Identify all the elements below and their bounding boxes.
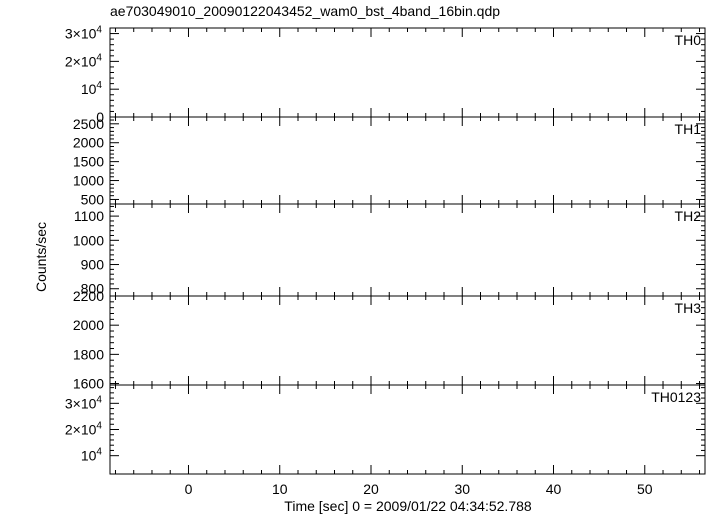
panel-frame bbox=[109, 116, 706, 205]
panel-frame bbox=[109, 27, 706, 118]
y-tick-label: 800 bbox=[81, 281, 105, 297]
panel-th0123: 104 2×104 3×104 TH0123 bbox=[65, 384, 706, 475]
panel-label-th0: TH0 bbox=[675, 32, 702, 48]
y-tick-label: 2000 bbox=[73, 135, 104, 151]
y-tick-label: 1000 bbox=[73, 173, 104, 189]
y-tick-label: 1100 bbox=[74, 208, 104, 224]
panel-frame bbox=[109, 203, 706, 297]
y-tick-label: 500 bbox=[81, 191, 105, 207]
y-tick-label: 104 bbox=[81, 447, 104, 464]
x-tick-label: 30 bbox=[454, 481, 470, 497]
x-tick-label: 40 bbox=[546, 481, 562, 497]
panel-th2: 800 900 1000 1100 TH2 bbox=[73, 203, 706, 297]
x-axis-label: Time [sec] 0 = 2009/01/22 04:34:52.788 bbox=[284, 498, 532, 514]
y-tick-label: 900 bbox=[81, 257, 105, 273]
panel-label-th0123: TH0123 bbox=[651, 389, 701, 405]
y-axis-label: Counts/sec bbox=[33, 222, 49, 292]
panel-th1: 500 1000 1500 2000 2500 TH1 bbox=[73, 116, 706, 207]
panel-th3: 1600 1800 2000 2200 TH3 bbox=[73, 288, 706, 392]
y-tick-label: 1000 bbox=[73, 232, 104, 248]
y-tick-label: 1800 bbox=[73, 346, 104, 362]
x-tick-label: 10 bbox=[272, 481, 288, 497]
y-tick-label: 0 bbox=[96, 109, 104, 125]
panel-th0: 0 104 2×104 3×104 TH0 bbox=[65, 25, 706, 125]
panel-label-th2: TH2 bbox=[675, 208, 702, 224]
y-tick-label: 2500 bbox=[73, 116, 104, 132]
y-tick-label: 2×104 bbox=[65, 52, 104, 69]
y-tick-label: 2×104 bbox=[65, 421, 104, 438]
y-tick-label: 104 bbox=[81, 80, 104, 97]
y-tick-label: 1600 bbox=[73, 376, 104, 392]
y-tick-label: 3×104 bbox=[65, 25, 104, 42]
y-tick-label: 1500 bbox=[73, 154, 104, 170]
y-tick-label: 3×104 bbox=[65, 394, 104, 411]
y-tick-label: 2200 bbox=[73, 288, 104, 304]
figure-title: ae703049010_20090122043452_wam0_bst_4ban… bbox=[110, 3, 500, 19]
panel-frame bbox=[109, 295, 706, 386]
panel-label-th3: TH3 bbox=[675, 300, 702, 316]
y-tick-label: 2000 bbox=[73, 317, 104, 333]
x-tick-label: 20 bbox=[363, 481, 379, 497]
panel-label-th1: TH1 bbox=[675, 121, 702, 137]
panel-frame bbox=[109, 384, 706, 475]
x-tick-label: 50 bbox=[637, 481, 653, 497]
x-tick-label: 0 bbox=[185, 481, 193, 497]
